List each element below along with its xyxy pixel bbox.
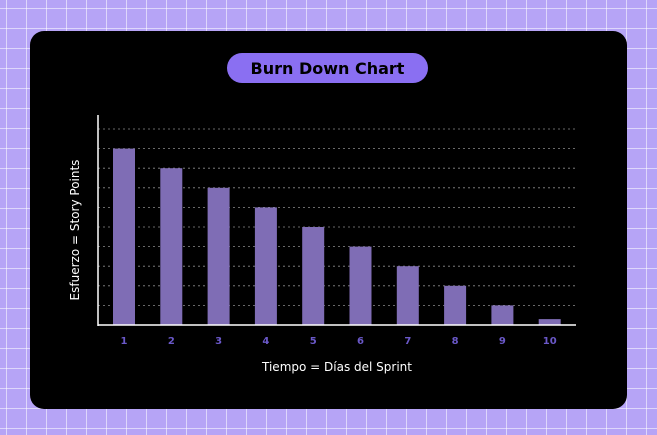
bar-10 — [538, 319, 561, 325]
bar-1 — [113, 148, 135, 325]
chart-title: Burn Down Chart — [227, 53, 428, 83]
bar-chart: 1 2 3 4 5 6 7 8 9 10 Tiempo = Días del Sprint Esfue… — [68, 115, 576, 374]
x-axis-label: Tiempo = Días del Sprint — [261, 360, 412, 374]
bar-2 — [160, 168, 183, 325]
bar-5 — [302, 227, 325, 325]
bar-4 — [254, 207, 277, 325]
x-tick-label-2: 2 — [168, 336, 175, 347]
x-tick-label-7: 7 — [404, 336, 411, 347]
bar-9 — [491, 305, 514, 325]
bar-8 — [444, 285, 467, 325]
x-tick-label-8: 8 — [452, 336, 459, 347]
x-tick-label-4: 4 — [262, 336, 269, 347]
x-tick-label-5: 5 — [310, 336, 317, 347]
x-tick-label-3: 3 — [215, 336, 222, 347]
x-tick-label-6: 6 — [357, 336, 364, 347]
x-tick-label-1: 1 — [121, 336, 128, 347]
chart-card: Burn Down Chart 1 2 3 4 5 6 7 8 9 10 Tiempo = Días… — [30, 31, 627, 409]
x-tick-label-9: 9 — [499, 336, 506, 347]
x-tick-label-10: 10 — [543, 336, 557, 347]
bar-3 — [207, 187, 230, 325]
bar-7 — [396, 266, 419, 325]
y-axis-label: Esfuerzo = Story Points — [68, 160, 82, 301]
bar-6 — [349, 246, 372, 325]
